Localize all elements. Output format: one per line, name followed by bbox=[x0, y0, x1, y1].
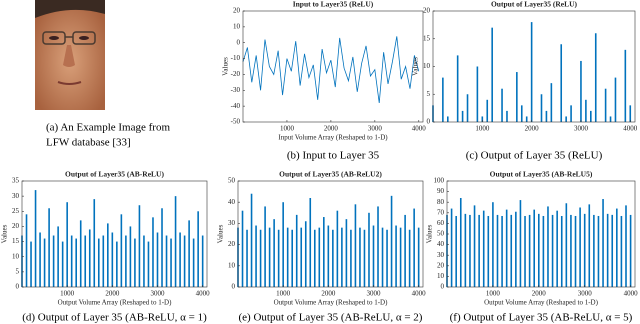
y-tick-label: 0 bbox=[16, 283, 20, 291]
y-tick-label: 30 bbox=[437, 251, 445, 259]
caption: (c) Output of Layer 35 (ReLU) bbox=[466, 150, 603, 162]
image-caption: (a) An Example Image from bbox=[46, 122, 170, 134]
x-tick-label: 1000 bbox=[475, 125, 490, 133]
y-tick-label: 5 bbox=[427, 90, 431, 98]
y-tick-label: -30 bbox=[231, 86, 241, 94]
face-image bbox=[35, 0, 105, 110]
y-tick-label: 100 bbox=[434, 177, 445, 185]
x-tick-label: 3000 bbox=[366, 290, 381, 298]
y-axis-label: Values bbox=[222, 57, 230, 76]
plot-area bbox=[243, 11, 423, 122]
y-tick-label: 0 bbox=[232, 283, 236, 291]
y-tick-label: 50 bbox=[437, 230, 445, 238]
caption: (d) Output of Layer 35 (AB-ReLU, α = 1) bbox=[22, 312, 207, 324]
y-tick-label: 20 bbox=[233, 7, 241, 15]
y-tick-label: -10 bbox=[231, 54, 241, 62]
x-tick-label: 4000 bbox=[624, 290, 639, 298]
y-tick-label: 15 bbox=[12, 237, 20, 245]
y-tick-label: 10 bbox=[437, 272, 445, 280]
chart-title: Output of Layer35 (AB-ReLU2) bbox=[279, 170, 382, 179]
x-tick-label: 2000 bbox=[324, 125, 339, 133]
x-axis-label: Output Volume Array (Reshaped to 1-D) bbox=[58, 299, 173, 307]
x-tick-label: 1000 bbox=[276, 290, 291, 298]
y-tick-label: 5 bbox=[16, 267, 20, 275]
plot-area bbox=[433, 11, 635, 122]
y-tick-label: 80 bbox=[437, 198, 445, 206]
x-tick-label: 4000 bbox=[196, 290, 211, 298]
y-tick-label: 90 bbox=[437, 187, 445, 195]
y-tick-label: 40 bbox=[437, 240, 445, 248]
y-tick-label: 15 bbox=[423, 34, 431, 42]
y-tick-label: 10 bbox=[423, 62, 431, 70]
y-tick-label: 60 bbox=[437, 219, 445, 227]
y-tick-label: 20 bbox=[12, 222, 20, 230]
x-tick-label: 3000 bbox=[150, 290, 165, 298]
x-tick-label: 2000 bbox=[105, 290, 120, 298]
y-tick-label: 30 bbox=[228, 219, 236, 227]
y-axis-label: Values bbox=[217, 224, 225, 243]
y-tick-label: 10 bbox=[233, 22, 241, 30]
caption: (b) Input to Layer 35 bbox=[287, 150, 380, 162]
y-tick-label: 30 bbox=[12, 192, 20, 200]
x-tick-label: 2000 bbox=[525, 125, 540, 133]
y-tick-label: 50 bbox=[228, 177, 236, 185]
y-tick-label: 70 bbox=[437, 208, 445, 216]
x-axis-label: Input Volume Array (Reshaped to 1-D) bbox=[278, 134, 388, 142]
y-tick-label: 20 bbox=[228, 240, 236, 248]
y-tick-label: -40 bbox=[231, 102, 241, 110]
chart-title: Input to Layer35 (ReLU) bbox=[293, 0, 374, 9]
x-tick-label: 2000 bbox=[321, 290, 336, 298]
chart-title: Output of Layer35 (AB-ReLU5) bbox=[490, 170, 593, 179]
y-tick-label: -20 bbox=[231, 70, 241, 78]
x-tick-label: 2000 bbox=[532, 290, 547, 298]
plot-frame bbox=[242, 10, 424, 123]
y-axis-label: Values bbox=[1, 224, 9, 243]
chart-title: Output of Layer35 (ReLU) bbox=[491, 0, 578, 9]
plot-frame bbox=[21, 180, 208, 288]
y-tick-label: 10 bbox=[12, 252, 20, 260]
x-tick-label: 1000 bbox=[486, 290, 501, 298]
x-axis-label: Output Volume Array (Reshaped to 1-D) bbox=[274, 299, 389, 307]
x-tick-label: 1000 bbox=[60, 290, 75, 298]
x-tick-label: 4000 bbox=[412, 290, 427, 298]
image-caption: LFW database [33] bbox=[46, 137, 131, 149]
plot-frame bbox=[237, 180, 424, 288]
y-tick-label: 0 bbox=[427, 118, 431, 126]
y-axis-label: Values bbox=[412, 57, 420, 76]
x-axis-label: Output Volume Array (Reshaped to 1-D) bbox=[484, 299, 599, 307]
y-tick-label: -50 bbox=[231, 118, 241, 126]
y-tick-label: 35 bbox=[12, 177, 20, 185]
data-line bbox=[242, 36, 420, 104]
y-axis-label: Values bbox=[426, 224, 434, 243]
caption: (f) Output of Layer 35 (AB-ReLU, α = 5) bbox=[450, 312, 633, 324]
y-tick-label: 20 bbox=[423, 7, 431, 15]
y-tick-label: 40 bbox=[228, 198, 236, 206]
x-tick-label: 4000 bbox=[412, 125, 427, 133]
y-tick-label: 0 bbox=[441, 283, 445, 291]
x-tick-label: 4000 bbox=[623, 125, 638, 133]
y-tick-label: 25 bbox=[12, 207, 20, 215]
y-tick-label: 10 bbox=[228, 261, 236, 269]
caption: (e) Output of Layer 35 (AB-ReLU, α = 2) bbox=[239, 312, 423, 324]
x-tick-label: 3000 bbox=[574, 125, 589, 133]
y-tick-label: 20 bbox=[437, 261, 445, 269]
chart-title: Output of Layer35 (AB-ReLU) bbox=[65, 170, 164, 179]
x-tick-label: 3000 bbox=[578, 290, 593, 298]
y-tick-label: 0 bbox=[237, 38, 241, 46]
x-tick-label: 1000 bbox=[280, 125, 295, 133]
x-tick-label: 3000 bbox=[368, 125, 383, 133]
